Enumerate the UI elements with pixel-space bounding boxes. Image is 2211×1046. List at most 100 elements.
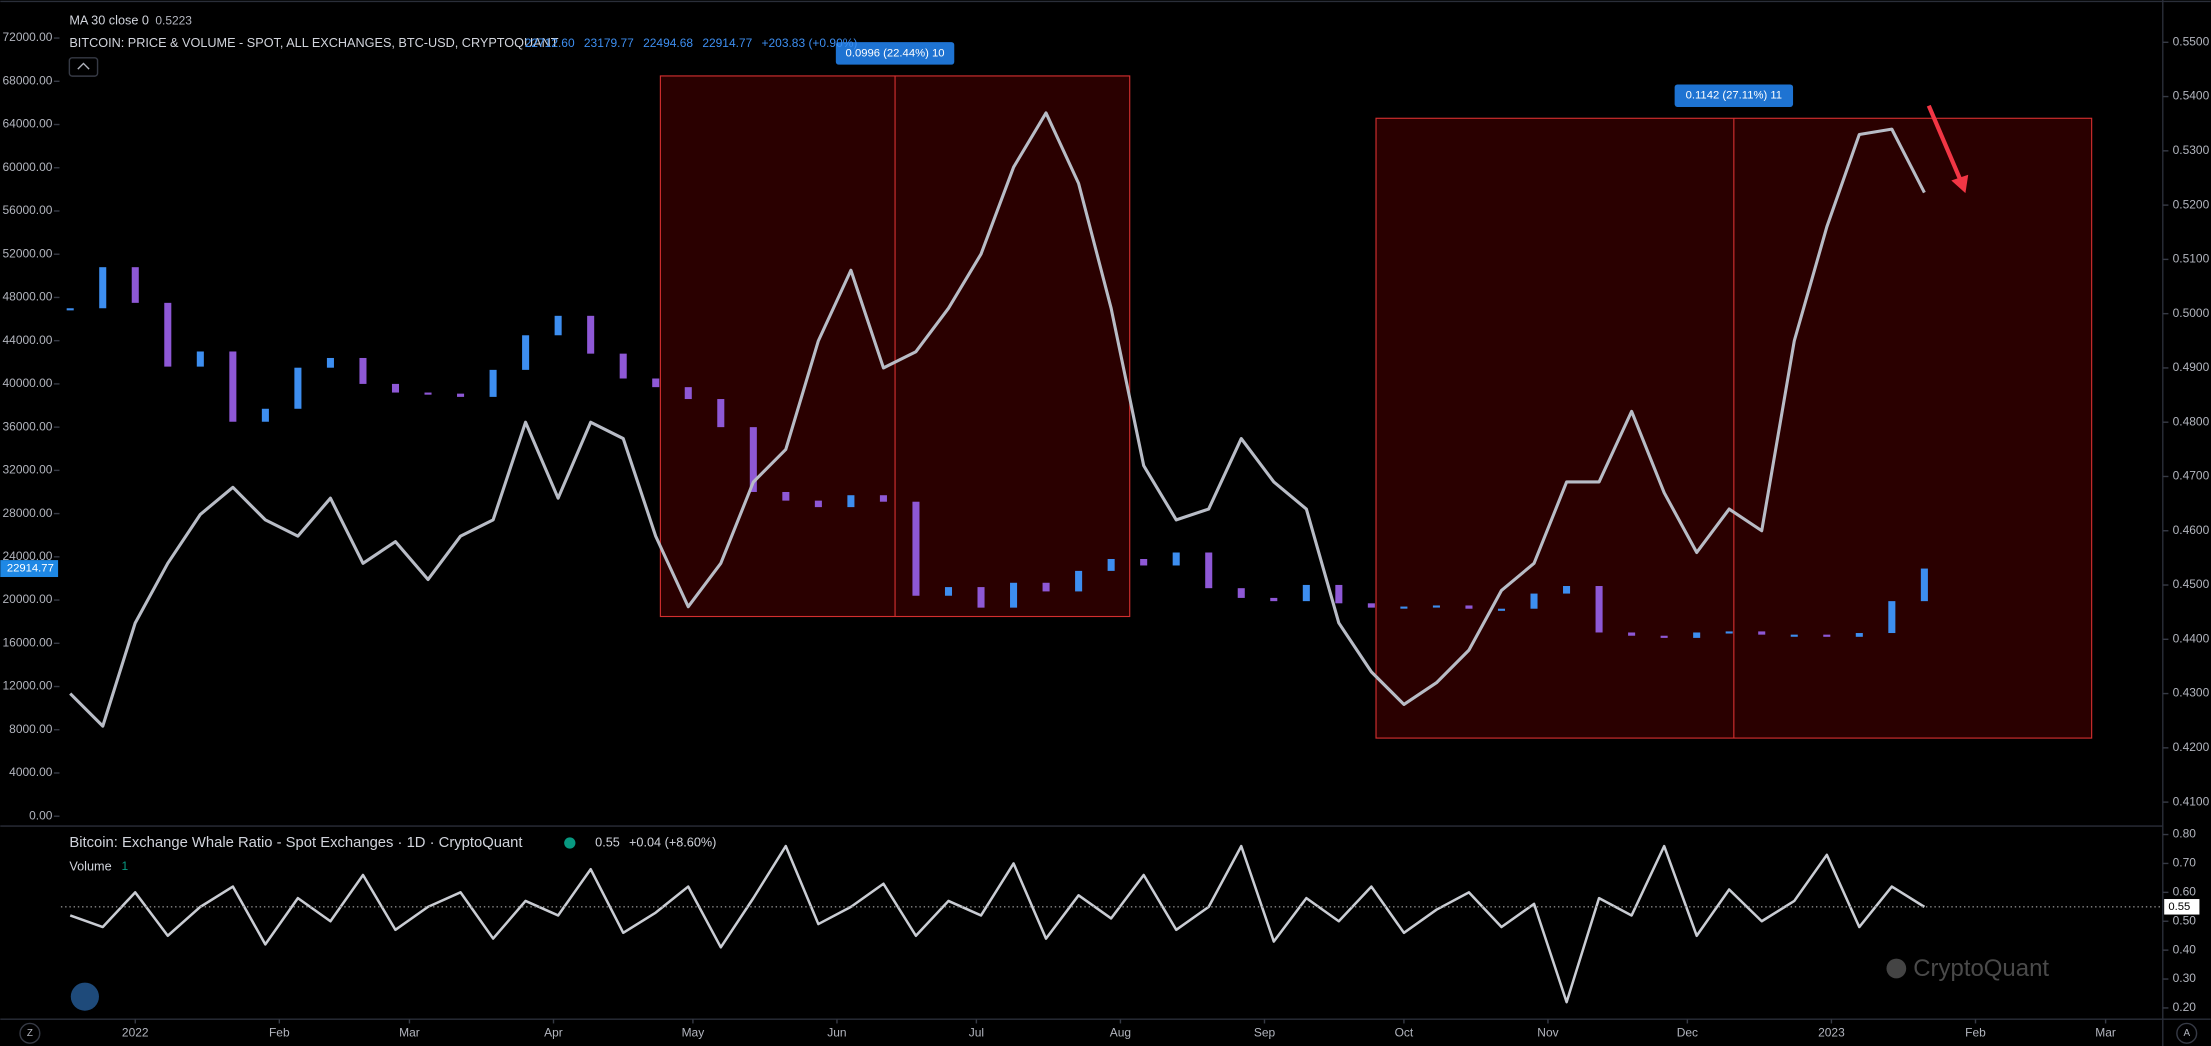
corner-right-button[interactable] bbox=[2176, 1022, 2198, 1044]
candle bbox=[164, 302, 172, 367]
lower-y-tick-label: 0.70 bbox=[2173, 856, 2197, 870]
candle bbox=[391, 383, 400, 393]
candle bbox=[424, 392, 432, 395]
candle bbox=[619, 353, 627, 379]
corner-left: Z bbox=[27, 1028, 33, 1039]
indicator-value: 0.5223 bbox=[155, 13, 192, 27]
price-tag-box bbox=[0, 560, 59, 578]
candle bbox=[977, 587, 985, 608]
y-tick-label: 52000.00 bbox=[3, 246, 53, 260]
candle bbox=[1367, 603, 1375, 608]
y2-tick-label: 0.5400 bbox=[2173, 89, 2210, 103]
candle bbox=[1855, 633, 1863, 637]
candle bbox=[489, 369, 497, 397]
y2-tick-label: 0.4400 bbox=[2173, 631, 2210, 645]
ohlc-close: 22914.77 bbox=[702, 36, 752, 50]
candle bbox=[1075, 570, 1083, 592]
candle bbox=[684, 387, 692, 400]
y2-tick-label: 0.4100 bbox=[2173, 794, 2210, 808]
ohlc-change: +203.83 (+0.90%) bbox=[762, 36, 858, 50]
lower-y-tick-label: 0.80 bbox=[2173, 827, 2197, 841]
candle bbox=[1107, 558, 1115, 571]
candle bbox=[717, 399, 725, 428]
candle bbox=[1693, 632, 1701, 638]
corner-right: A bbox=[2183, 1028, 2190, 1039]
price-tag: 22914.77 bbox=[7, 563, 54, 575]
candle bbox=[326, 357, 334, 368]
watermark: CryptoQuant bbox=[1886, 955, 2049, 982]
y-tick-label: 56000.00 bbox=[3, 203, 53, 217]
candle bbox=[587, 315, 595, 354]
candle bbox=[1302, 584, 1310, 602]
arrow bbox=[1926, 104, 1964, 183]
lines bbox=[69, 111, 1926, 1004]
status-dot bbox=[564, 837, 576, 849]
candle bbox=[1432, 605, 1440, 608]
lower-y-tick-label: 0.20 bbox=[2173, 1000, 2197, 1014]
candle bbox=[1628, 632, 1636, 636]
x-tick-label: Aug bbox=[1110, 1025, 1131, 1039]
y-tick-label: 60000.00 bbox=[3, 160, 53, 174]
candles bbox=[66, 267, 1928, 638]
candle bbox=[359, 357, 367, 384]
candle bbox=[1205, 552, 1213, 589]
y2-tick-label: 0.5100 bbox=[2173, 252, 2210, 266]
collapse-icon bbox=[77, 62, 90, 70]
candle bbox=[749, 427, 757, 492]
y-tick-label: 0.00 bbox=[29, 808, 53, 822]
y-tick-label: 72000.00 bbox=[3, 30, 53, 44]
candle bbox=[131, 267, 139, 303]
candle bbox=[1563, 586, 1571, 594]
watermark-text: CryptoQuant bbox=[1913, 955, 2049, 982]
candle bbox=[944, 587, 953, 596]
candle bbox=[1595, 586, 1603, 633]
candle bbox=[1888, 601, 1896, 634]
candle bbox=[1400, 606, 1408, 609]
corner-left-button[interactable] bbox=[19, 1022, 41, 1044]
lower-change: +0.04 (+8.60%) bbox=[629, 835, 716, 849]
y-tick-label: 20000.00 bbox=[3, 592, 53, 606]
arrow-head bbox=[1951, 174, 1969, 194]
x-tick-label: Nov bbox=[1537, 1025, 1558, 1039]
y2-tick-label: 0.5500 bbox=[2173, 34, 2210, 48]
candle bbox=[1920, 568, 1928, 602]
candle bbox=[99, 267, 107, 309]
candle bbox=[1790, 634, 1798, 637]
x-tick-label: Jul bbox=[969, 1025, 984, 1039]
y-tick-label: 36000.00 bbox=[3, 419, 53, 433]
y-tick-label: 48000.00 bbox=[3, 290, 53, 304]
logo-button[interactable] bbox=[70, 982, 99, 1011]
candle bbox=[1758, 631, 1766, 635]
ma-line bbox=[69, 111, 1926, 728]
volume-value: 1 bbox=[122, 859, 129, 873]
candle bbox=[261, 408, 269, 422]
y2-tick-label: 0.4600 bbox=[2173, 523, 2210, 537]
last-value-tag: 0.55 bbox=[2168, 901, 2190, 913]
y2-tick-label: 0.4500 bbox=[2173, 577, 2210, 591]
candle bbox=[879, 495, 887, 502]
price-title: BITCOIN: PRICE & VOLUME - SPOT, ALL EXCH… bbox=[69, 36, 558, 50]
x-tick-label: Mar bbox=[2095, 1025, 2116, 1039]
lower-y-tick-label: 0.60 bbox=[2173, 885, 2197, 899]
y-tick-label: 40000.00 bbox=[3, 376, 53, 390]
y2-tick-label: 0.5300 bbox=[2173, 143, 2210, 157]
lower-y-tick-label: 0.30 bbox=[2173, 971, 2197, 985]
candle bbox=[1497, 608, 1506, 611]
measures: 0.0996 (22.44%) 10 0.1142 (27.11%) 11 bbox=[659, 42, 2093, 739]
y-tick-label: 4000.00 bbox=[9, 765, 53, 779]
candle bbox=[522, 335, 530, 370]
x-tick-label: Sep bbox=[1254, 1025, 1276, 1039]
x-tick-label: Feb bbox=[1965, 1025, 1986, 1039]
candle bbox=[1335, 584, 1343, 604]
candle bbox=[1270, 597, 1278, 602]
whale-ratio-line bbox=[69, 844, 1926, 1004]
measure-label-box bbox=[835, 42, 955, 65]
y-tick-label: 68000.00 bbox=[3, 73, 53, 87]
x-tick-label: 2022 bbox=[122, 1025, 149, 1039]
lower-y-tick-label: 0.50 bbox=[2173, 913, 2197, 927]
candle bbox=[294, 367, 302, 409]
collapse-button[interactable] bbox=[68, 57, 99, 77]
candle bbox=[1140, 558, 1148, 566]
